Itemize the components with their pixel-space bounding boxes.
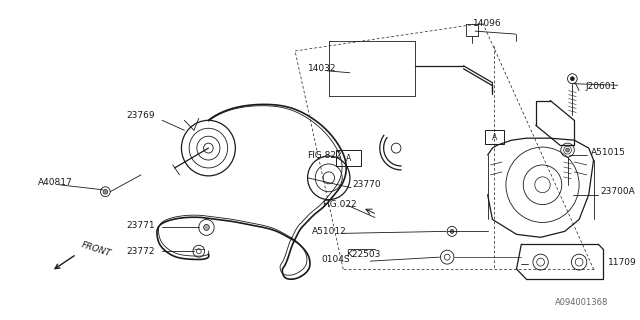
Text: A51015: A51015 — [591, 148, 625, 156]
Circle shape — [103, 189, 108, 194]
Text: 0104S: 0104S — [321, 255, 349, 264]
Text: K22503: K22503 — [346, 250, 380, 259]
Text: A: A — [346, 154, 351, 163]
Text: 23700A: 23700A — [600, 187, 635, 196]
Circle shape — [570, 77, 574, 81]
Text: 14096: 14096 — [473, 19, 502, 28]
Text: FIG.022: FIG.022 — [322, 200, 356, 209]
Text: 11709: 11709 — [608, 258, 637, 267]
Text: A40817: A40817 — [38, 178, 73, 187]
Text: 23772: 23772 — [127, 247, 155, 256]
Text: FRONT: FRONT — [81, 240, 113, 258]
Circle shape — [450, 229, 454, 233]
Text: 14032: 14032 — [308, 64, 336, 73]
Circle shape — [566, 148, 570, 152]
Text: A094001368: A094001368 — [555, 298, 608, 307]
Text: 23770: 23770 — [352, 180, 381, 189]
Text: A: A — [492, 133, 497, 142]
Circle shape — [204, 224, 209, 230]
Bar — [484, 130, 504, 144]
Text: A51012: A51012 — [312, 227, 346, 236]
Bar — [337, 150, 362, 166]
Text: FIG.822: FIG.822 — [308, 150, 342, 160]
Text: 23771: 23771 — [127, 221, 155, 230]
Text: 23769: 23769 — [127, 111, 155, 120]
Text: J20601: J20601 — [586, 82, 617, 91]
